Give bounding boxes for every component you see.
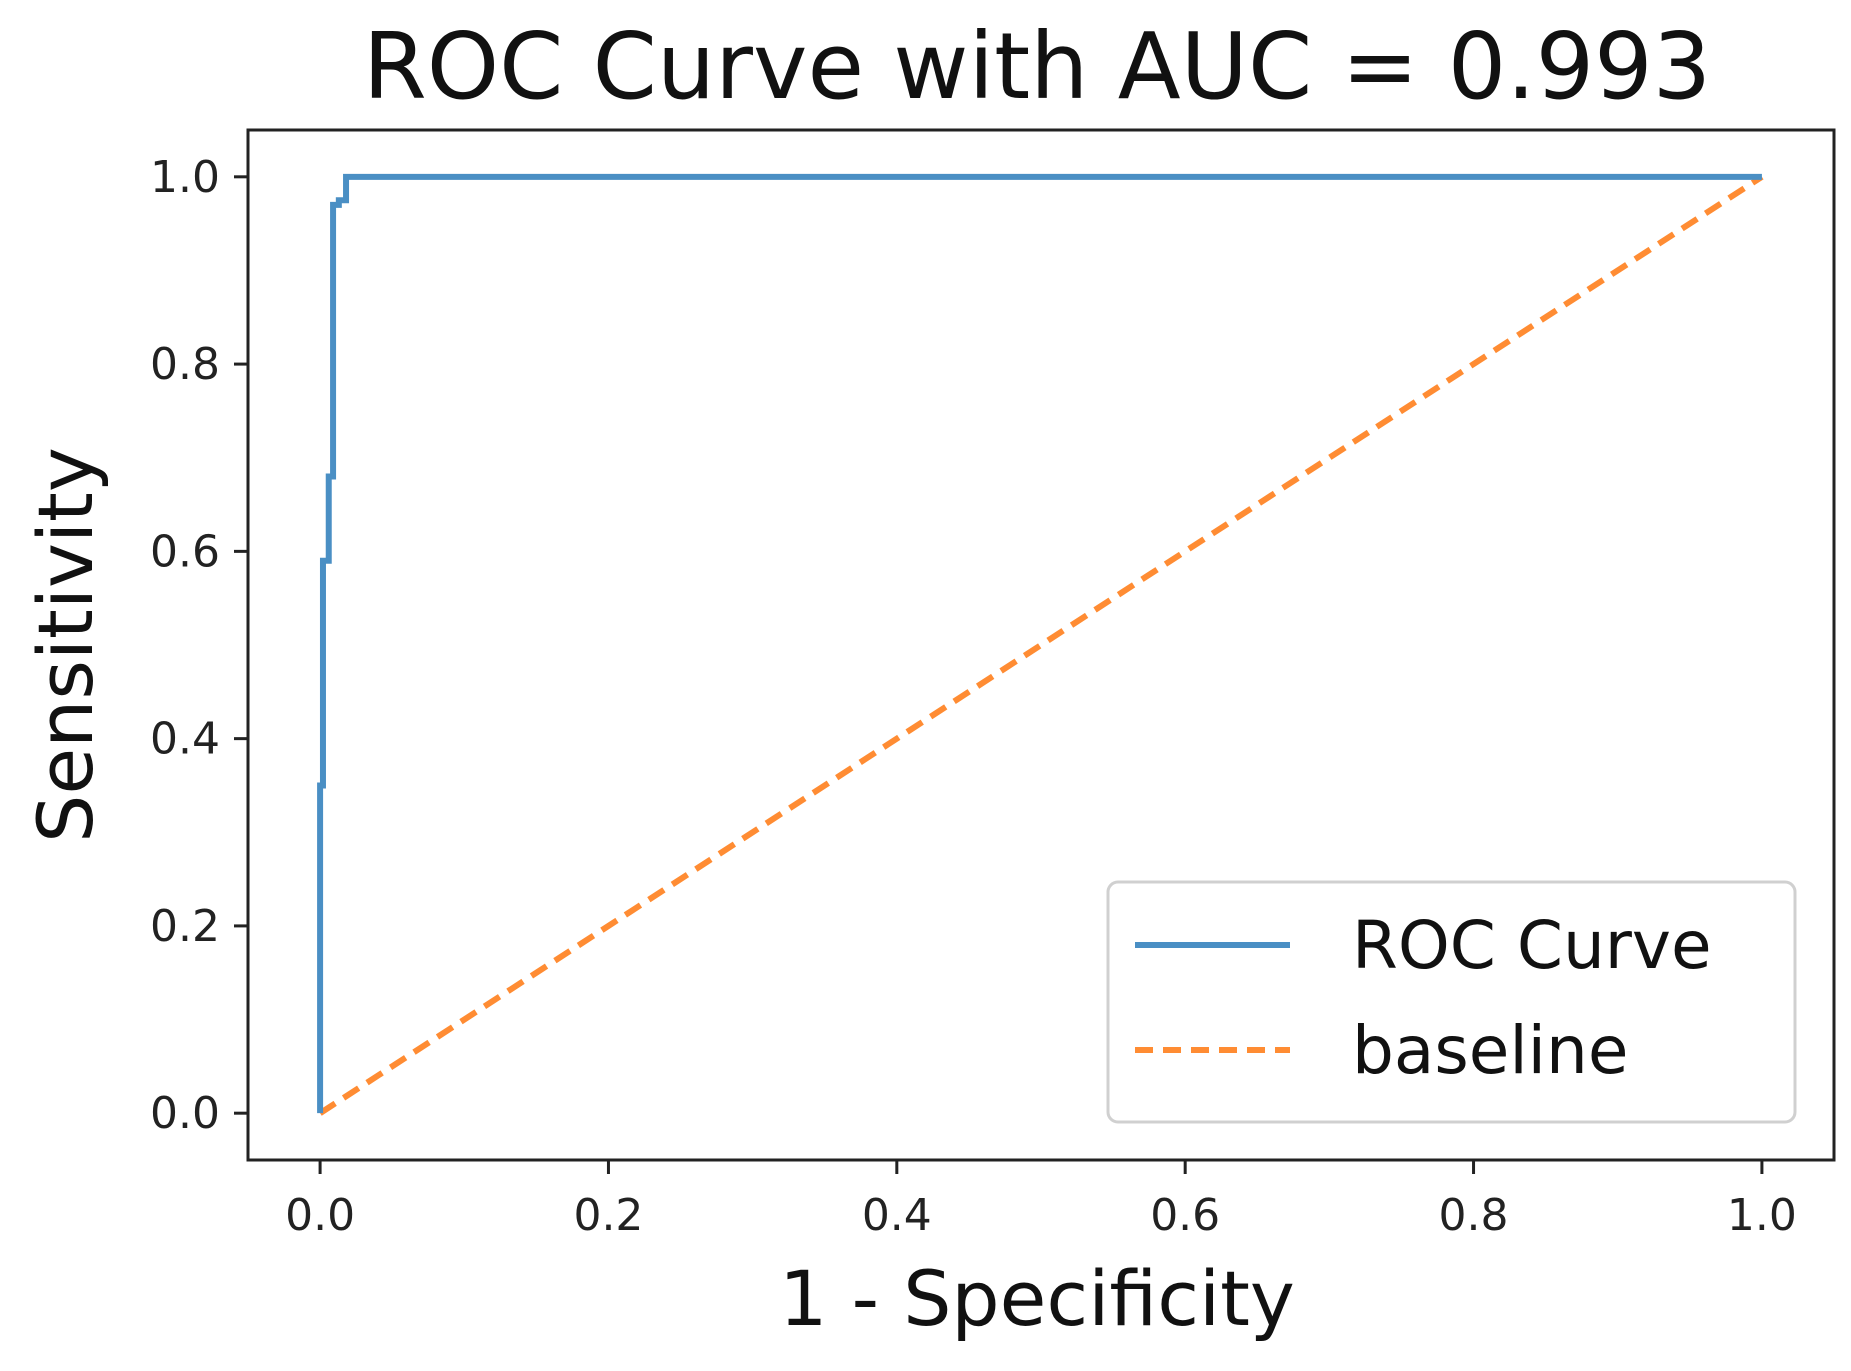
y-tick-label: 0.4 — [150, 714, 220, 765]
x-tick-label: 0.8 — [1439, 1190, 1509, 1241]
chart-title: ROC Curve with AUC = 0.993 — [363, 13, 1711, 120]
roc-curve-line — [317, 173, 1762, 1114]
legend-roc-label: ROC Curve — [1352, 907, 1712, 984]
baseline-line — [318, 174, 1764, 1116]
y-tick-label: 0.8 — [150, 339, 220, 390]
y-tick-label: 1.0 — [150, 152, 220, 203]
legend-baseline-label: baseline — [1352, 1012, 1628, 1089]
x-tick-label: 0.0 — [285, 1190, 355, 1241]
x-axis-label: 1 - Specificity — [779, 1254, 1295, 1343]
x-axis-ticks: 0.0 0.2 0.4 0.6 0.8 1.0 — [285, 1160, 1797, 1241]
x-tick-label: 0.6 — [1150, 1190, 1220, 1241]
y-axis-label: Sensitivity — [21, 447, 110, 843]
plot-frame — [246, 128, 1836, 1162]
y-tick-label: 0.2 — [150, 901, 220, 952]
y-tick-label: 0.6 — [150, 526, 220, 577]
x-tick-label: 1.0 — [1727, 1190, 1797, 1241]
y-axis-ticks: 0.0 0.2 0.4 0.6 0.8 1.0 — [150, 152, 248, 1139]
x-tick-label: 0.4 — [862, 1190, 932, 1241]
legend: ROC Curve baseline — [1106, 880, 1797, 1124]
y-tick-label: 0.0 — [150, 1088, 220, 1139]
x-tick-label: 0.2 — [573, 1190, 643, 1241]
series-layer — [317, 173, 1764, 1116]
